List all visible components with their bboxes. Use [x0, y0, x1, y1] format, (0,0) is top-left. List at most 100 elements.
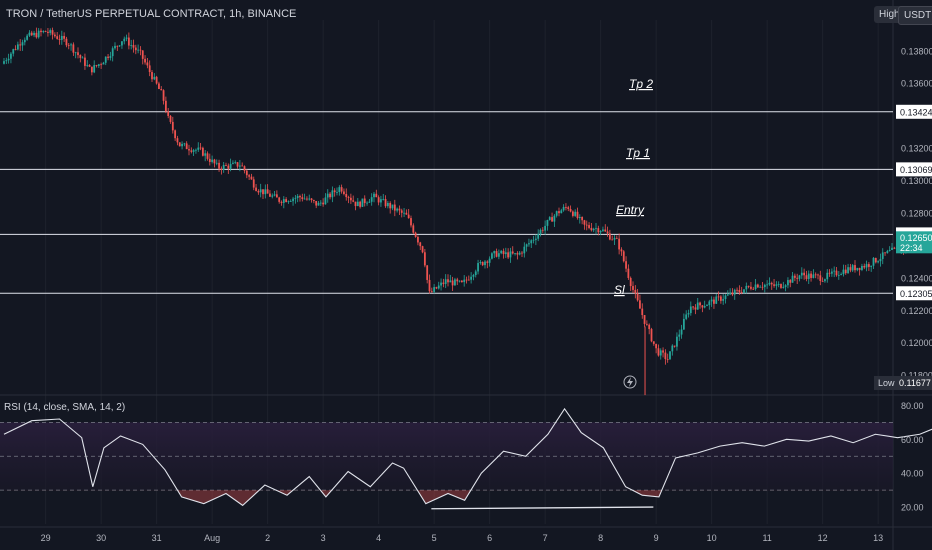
low-value: 0.11677 — [899, 378, 931, 388]
candle-body — [888, 249, 891, 251]
candle-body — [331, 190, 334, 198]
candle-body — [299, 196, 301, 198]
candle-body — [375, 193, 378, 198]
candle-body — [257, 190, 260, 193]
candle-body — [65, 38, 68, 46]
candle-body — [659, 350, 662, 356]
candle-body — [294, 197, 297, 199]
candle-body — [530, 240, 533, 244]
candle-body — [423, 252, 426, 266]
candle-body — [763, 284, 766, 288]
candle-body — [447, 279, 449, 283]
price-tick: 0.12400 — [901, 273, 932, 283]
candle-body — [164, 100, 167, 112]
candle-body — [250, 176, 253, 180]
candle-body — [639, 300, 641, 309]
candle-body — [211, 159, 214, 162]
candle-body — [222, 164, 225, 170]
candle-body — [315, 200, 318, 206]
candle-body — [680, 329, 683, 335]
rsi-tick: 40.00 — [901, 469, 924, 479]
candle-body — [703, 306, 706, 308]
candle-body — [204, 153, 207, 156]
high-button[interactable]: High — [874, 6, 905, 23]
level-annotations: Tp 2 Tp 1 Entry Sl — [614, 77, 653, 389]
candle-body — [60, 35, 63, 40]
candle-body — [539, 229, 542, 234]
candle-body — [403, 212, 405, 214]
candle-body — [79, 55, 82, 58]
candle-body — [417, 236, 419, 243]
candle-body — [123, 38, 126, 42]
candle-body — [42, 31, 45, 33]
candle-body — [717, 296, 720, 298]
candle-body — [26, 35, 29, 40]
candle-body — [881, 252, 884, 259]
candle-body — [532, 239, 535, 241]
candle-body — [835, 270, 838, 276]
candle-body — [724, 295, 727, 300]
candle-body — [514, 253, 516, 254]
candle-body — [576, 211, 579, 219]
candle-body — [95, 65, 98, 66]
candle-body — [201, 147, 204, 156]
chart-title: TRON / TetherUS PERPETUAL CONTRACT, 1h, … — [6, 8, 297, 20]
candle-body — [213, 159, 216, 164]
candle-body — [877, 261, 880, 263]
candle-body — [805, 275, 808, 279]
candle-body — [798, 275, 801, 279]
candle-body — [90, 66, 93, 73]
candle-body — [280, 201, 283, 203]
candle-body — [130, 45, 133, 46]
candle-body — [548, 217, 551, 220]
time-tick: 10 — [707, 533, 717, 543]
candle-body — [849, 267, 852, 271]
candle-body — [111, 48, 114, 57]
candle-body — [356, 201, 359, 207]
candle-body — [51, 30, 54, 35]
candle-body — [158, 83, 160, 89]
candle-body — [287, 201, 290, 203]
time-tick: 9 — [654, 533, 659, 543]
candle-body — [407, 214, 410, 219]
candle-body — [33, 32, 35, 36]
level-badge — [896, 162, 932, 177]
candle-body — [773, 284, 775, 286]
candle-body — [673, 345, 676, 347]
candle-body — [137, 49, 140, 51]
candle-body — [275, 194, 278, 198]
candle-body — [72, 44, 75, 53]
candle-body — [863, 265, 866, 268]
candle-body — [437, 285, 440, 289]
candle-body — [206, 153, 209, 159]
candle-body — [192, 150, 195, 152]
candle-body — [708, 301, 711, 306]
candle-body — [44, 31, 47, 32]
candle-body — [791, 275, 794, 283]
candle-body — [458, 280, 461, 282]
candle-body — [398, 208, 401, 211]
candle-body — [449, 280, 452, 283]
price-tick: 0.13800 — [901, 46, 932, 56]
level-badge-text: 0.13069 — [900, 165, 932, 175]
sl-label: Sl — [614, 283, 625, 297]
candle-body — [306, 198, 308, 200]
candle-body — [828, 272, 831, 274]
candle-body — [116, 45, 119, 47]
candle-body — [12, 49, 15, 54]
candle-body — [525, 244, 528, 247]
candle-body — [685, 314, 688, 319]
candle-body — [770, 282, 773, 285]
candle-body — [847, 267, 849, 274]
candle-body — [507, 252, 510, 258]
candle-body — [118, 45, 121, 47]
currency-button[interactable]: USDT — [898, 6, 932, 25]
candle-body — [442, 282, 445, 284]
candle-body — [657, 348, 660, 356]
price-axis: 0.13800 0.13600 0.13200 0.13000 0.12800 0.124… — [874, 46, 932, 390]
candle-body — [537, 233, 540, 239]
candle-body — [884, 252, 886, 254]
candle-body — [47, 31, 49, 33]
candle-body — [93, 65, 96, 73]
